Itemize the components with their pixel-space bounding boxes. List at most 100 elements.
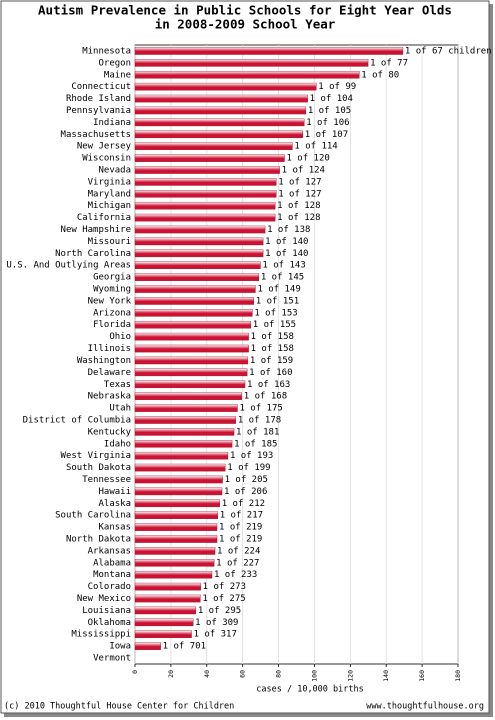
value-label: 1 of 128 [277, 201, 320, 211]
y-tick-label: Oklahoma [88, 618, 131, 628]
y-tick-label: Michigan [88, 201, 131, 211]
value-label: 1 of 224 [217, 546, 260, 556]
bar [134, 606, 197, 615]
x-tick-label: 80 [275, 670, 283, 678]
value-label: 1 of 317 [194, 630, 237, 640]
y-tick-label: District of Columbia [23, 415, 131, 425]
value-label: 1 of 185 [234, 439, 277, 449]
y-tick-label: Missouri [88, 237, 131, 247]
bar [134, 523, 218, 531]
value-label: 1 of 273 [203, 582, 246, 592]
bar [134, 261, 261, 269]
bar [134, 70, 360, 79]
bar [134, 440, 233, 448]
y-tick-label: Arizona [93, 308, 131, 318]
y-tick-label: U.S. And Outlying Areas [6, 261, 131, 271]
bar [134, 475, 223, 484]
value-label: 1 of 217 [220, 511, 263, 521]
x-axis-label: cases / 10,000 births [256, 685, 363, 695]
y-tick-label: Maine [104, 70, 131, 80]
bar [134, 213, 276, 222]
y-tick-label: Ohio [109, 332, 131, 342]
bar [134, 142, 293, 150]
y-tick-label: Wisconsin [82, 154, 131, 164]
y-tick-label: Colorado [88, 582, 131, 592]
value-label: 1 of 178 [238, 415, 281, 425]
y-tick-label: Virginia [88, 177, 131, 187]
bar [134, 344, 249, 353]
value-label: 1 of 127 [278, 177, 321, 187]
value-label: 1 of 701 [163, 642, 206, 652]
chart-title: Autism Prevalence in Public Schools for … [38, 3, 452, 18]
bar [134, 237, 264, 246]
x-tick-label: 20 [167, 670, 175, 678]
y-tick-label: Utah [109, 404, 131, 414]
value-label: 1 of 227 [216, 558, 259, 568]
bar [134, 201, 276, 210]
bar [134, 94, 308, 103]
y-tick-label: New Mexico [77, 594, 131, 604]
value-label: 1 of 124 [282, 165, 325, 175]
bar [134, 190, 277, 198]
bar [134, 320, 251, 329]
bar [134, 535, 218, 543]
value-label: 1 of 168 [244, 392, 287, 402]
y-tick-label: Kentucky [88, 427, 132, 437]
y-tick-label: South Carolina [55, 511, 131, 521]
value-label: 1 of 159 [250, 356, 293, 366]
y-tick-label: Nevada [98, 165, 131, 175]
y-tick-label: North Carolina [55, 249, 131, 259]
value-label: 1 of 193 [230, 451, 273, 461]
value-label: 1 of 151 [256, 296, 299, 306]
chart-subtitle: in 2008-2009 School Year [155, 17, 336, 32]
value-label: 1 of 114 [294, 142, 337, 152]
bar [134, 368, 248, 377]
value-label: 1 of 99 [318, 82, 356, 92]
value-label: 1 of 80 [361, 70, 399, 80]
bar [134, 559, 215, 567]
value-label: 1 of 106 [306, 118, 349, 128]
value-label: 1 of 160 [249, 368, 292, 378]
value-label: 1 of 127 [278, 189, 321, 199]
bar [134, 487, 223, 496]
credit: (c) 2010 Thoughtful House Center for Chi… [4, 702, 234, 712]
bar [134, 416, 237, 424]
bar [134, 178, 277, 186]
value-label: 1 of 158 [251, 344, 294, 354]
bar [134, 166, 280, 174]
y-tick-label: Idaho [104, 439, 131, 449]
value-label: 1 of 149 [257, 285, 300, 295]
y-tick-label: South Dakota [66, 463, 131, 473]
bar [134, 59, 369, 67]
bar [134, 82, 317, 91]
y-tick-label: Hawaii [98, 487, 131, 497]
x-tick-label: 180 [454, 670, 462, 682]
value-label: 1 of 107 [305, 130, 348, 140]
bar [134, 392, 242, 400]
value-label: 1 of 104 [310, 94, 353, 104]
y-tick-label: Pennsylvania [66, 106, 131, 116]
x-tick-label: 140 [382, 670, 390, 682]
value-label: 1 of 199 [227, 463, 270, 473]
y-tick-label: Maryland [88, 189, 131, 199]
bar [134, 225, 266, 234]
y-tick-label: Alabama [93, 558, 131, 568]
bar [134, 309, 253, 317]
value-label: 1 of 309 [195, 618, 238, 628]
bar [134, 297, 254, 305]
value-label: 1 of 105 [308, 106, 351, 116]
y-tick-label: Oregon [98, 58, 131, 68]
y-tick-label: Vermont [93, 654, 131, 664]
bar [134, 130, 303, 139]
value-label: 1 of 140 [265, 249, 308, 259]
value-label: 1 of 158 [251, 332, 294, 342]
value-label: 1 of 155 [253, 320, 296, 330]
bar [134, 618, 194, 627]
bar [134, 273, 260, 281]
y-tick-label: Minnesota [82, 46, 131, 56]
x-tick-label: 100 [310, 670, 318, 682]
value-label: 1 of 77 [370, 58, 408, 68]
x-tick-label: 0 [131, 670, 139, 674]
bar [134, 594, 201, 603]
y-tick-label: Massachusetts [61, 130, 131, 140]
